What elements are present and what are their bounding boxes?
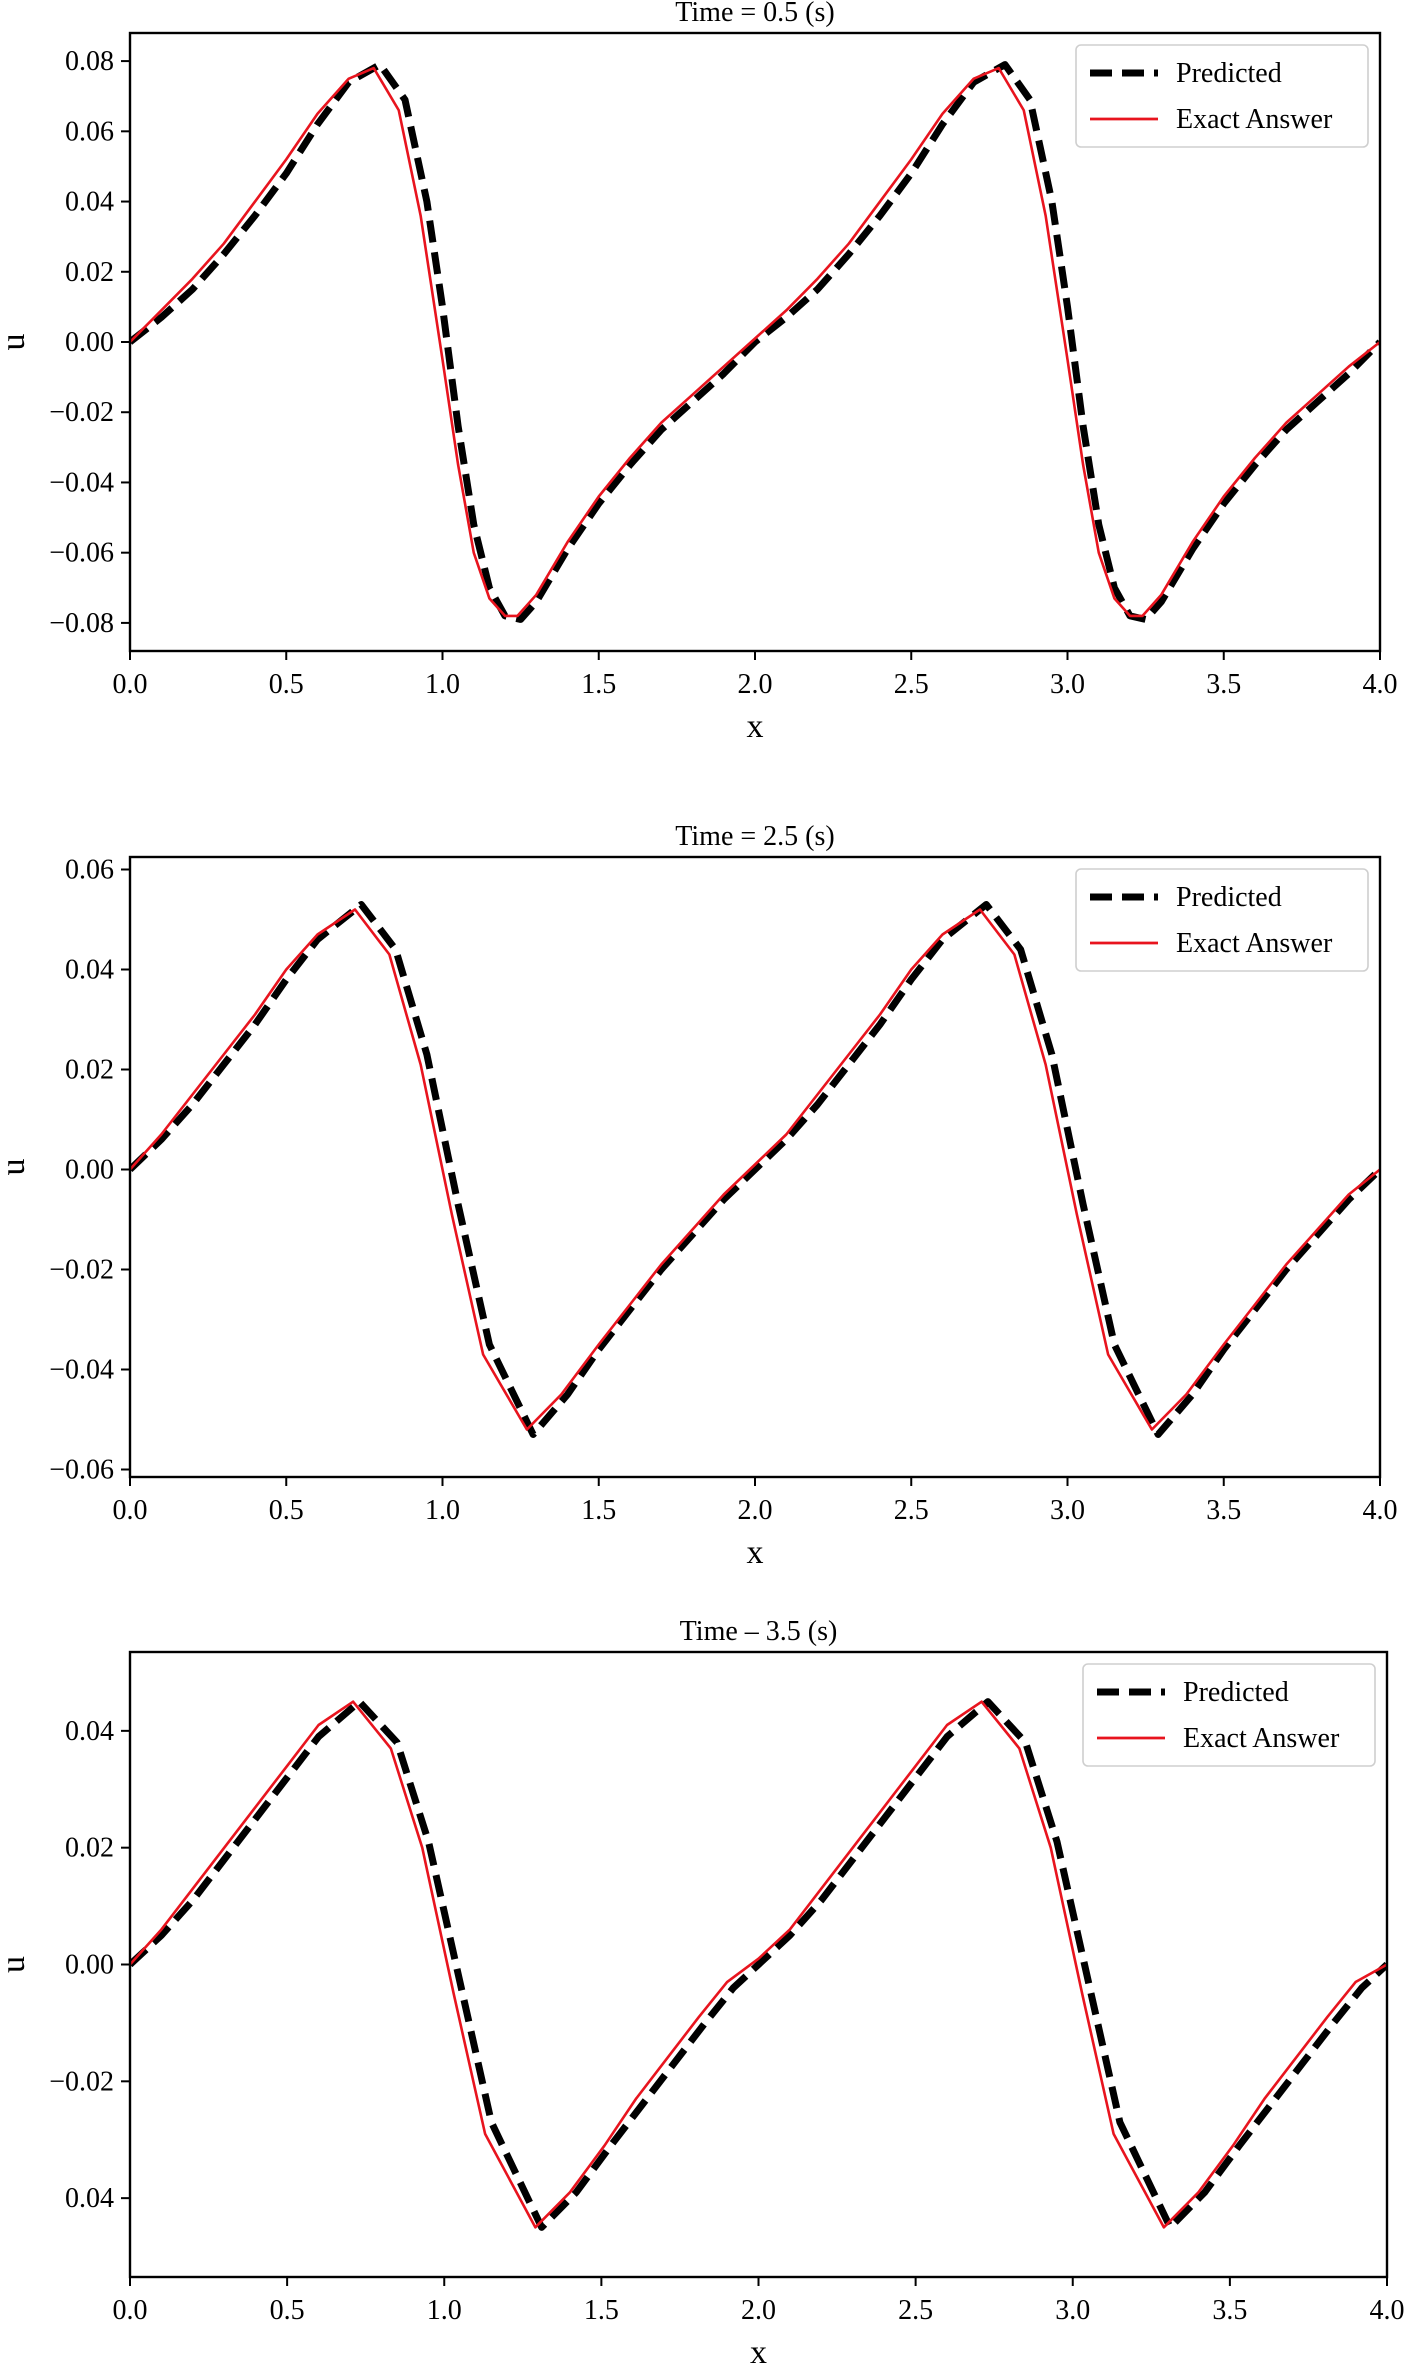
legend-box	[1075, 868, 1369, 972]
y-tick-label: −0.02	[49, 2066, 114, 2097]
series-line-predicted	[130, 901, 1380, 1438]
x-tick-label: 2.5	[898, 2295, 933, 2326]
x-tick-label: 2.5	[894, 669, 929, 700]
x-tick-label: 3.0	[1050, 669, 1085, 700]
legend-label-predicted: Predicted	[1183, 1677, 1289, 1708]
x-tick-label: 1.5	[581, 1495, 616, 1526]
x-tick-label: 1.0	[427, 2295, 462, 2326]
y-axis-label: u	[0, 1159, 32, 1176]
y-tick-label: −0.04	[49, 467, 114, 498]
y-tick-label: 0.00	[65, 1950, 114, 1981]
x-tick-label: 1.5	[581, 669, 616, 700]
y-tick-label: −0.08	[49, 608, 114, 639]
chart-panel-1: 0.0 0.5 1.0 1.5 2.0 2.5 3.0 3.5 4.0 0.08 0.06 0.04 0…	[0, 0, 1398, 745]
x-tick-label: 2.5	[894, 1495, 929, 1526]
y-tick-label: −0.06	[49, 1455, 114, 1486]
x-tick-label: 3.5	[1206, 1495, 1241, 1526]
legend-label-exact-answer: Exact Answer	[1176, 104, 1333, 135]
chart-title: Time – 3.5 (s)	[680, 1616, 838, 1647]
x-tick-label: 2.0	[738, 1495, 773, 1526]
y-tick-label: 0.08	[65, 46, 114, 77]
series-line-exact-answer	[130, 66, 1380, 618]
chart-title: Time = 2.5 (s)	[675, 821, 834, 852]
series-line-predicted	[130, 1698, 1387, 2231]
y-tick-label: 0.04	[65, 955, 114, 986]
y-tick-label: 0.04	[65, 187, 114, 218]
legend-label-exact-answer: Exact Answer	[1183, 1723, 1340, 1754]
x-tick-label: 1.0	[425, 1495, 460, 1526]
x-tick-label: 4.0	[1363, 669, 1398, 700]
x-tick-label: 1.5	[584, 2295, 619, 2326]
x-axis-label: x	[747, 708, 764, 745]
y-axis-label: u	[0, 1956, 32, 1973]
x-tick-label: 0.0	[113, 669, 148, 700]
y-tick-label: −0.02	[49, 1255, 114, 1286]
y-tick-label: 0.06	[65, 116, 114, 147]
x-tick-label: 4.0	[1370, 2295, 1405, 2326]
legend-box	[1082, 1663, 1376, 1767]
y-tick-label: −0.02	[49, 397, 114, 428]
y-tick-label: 0.04	[65, 2183, 114, 2214]
y-tick-label: 0.04	[65, 1716, 114, 1747]
x-tick-label: 3.5	[1212, 2295, 1247, 2326]
series-line-exact-answer	[130, 1700, 1387, 2229]
chart-panel-2: 0.0 0.5 1.0 1.5 2.0 2.5 3.0 3.5 4.0 0.06 0.04 0.02 0…	[0, 821, 1398, 1571]
y-tick-label: −0.06	[49, 538, 114, 569]
x-axis-label: x	[750, 2334, 767, 2363]
x-tick-label: 3.0	[1050, 1495, 1085, 1526]
y-tick-label: −0.04	[49, 1355, 114, 1386]
chart-title: Time = 0.5 (s)	[675, 0, 834, 28]
x-tick-label: 2.0	[738, 669, 773, 700]
legend: Predicted Exact Answer	[1082, 1663, 1376, 1767]
x-tick-label: 3.5	[1206, 669, 1241, 700]
legend-label-predicted: Predicted	[1176, 58, 1282, 89]
x-tick-label: 3.0	[1055, 2295, 1090, 2326]
y-tick-label: 0.00	[65, 327, 114, 358]
series-line-exact-answer	[130, 908, 1380, 1431]
x-tick-label: 0.5	[269, 1495, 304, 1526]
y-tick-label: 0.02	[65, 257, 114, 288]
x-tick-label: 4.0	[1363, 1495, 1398, 1526]
legend: Predicted Exact Answer	[1075, 44, 1369, 148]
chart-panel-3: 0.0 0.5 1.0 1.5 2.0 2.5 3.0 3.5 4.0 0.04 0.02 0.00 −…	[0, 1616, 1405, 2363]
x-tick-label: 2.0	[741, 2295, 776, 2326]
x-tick-label: 1.0	[425, 669, 460, 700]
y-tick-label: 0.00	[65, 1155, 114, 1186]
y-axis-label: u	[0, 334, 32, 351]
legend-label-predicted: Predicted	[1176, 882, 1282, 913]
y-tick-label: 0.02	[65, 1833, 114, 1864]
y-tick-label: 0.02	[65, 1055, 114, 1086]
series-line-predicted	[130, 61, 1380, 623]
legend: Predicted Exact Answer	[1075, 868, 1369, 972]
legend-box	[1075, 44, 1369, 148]
legend-label-exact-answer: Exact Answer	[1176, 928, 1333, 959]
x-axis-label: x	[747, 1534, 764, 1571]
x-tick-label: 0.0	[113, 2295, 148, 2326]
x-tick-label: 0.0	[113, 1495, 148, 1526]
x-tick-label: 0.5	[269, 669, 304, 700]
y-tick-label: 0.06	[65, 855, 114, 886]
x-tick-label: 0.5	[270, 2295, 305, 2326]
